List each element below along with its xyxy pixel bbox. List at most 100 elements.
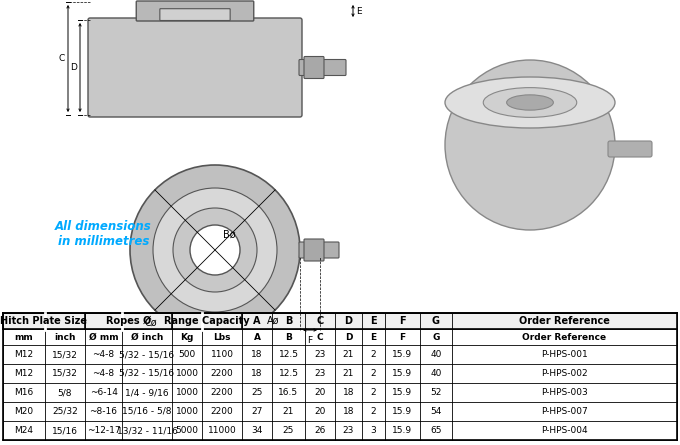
Circle shape <box>153 188 277 312</box>
Text: 18: 18 <box>343 388 354 397</box>
Text: 12.5: 12.5 <box>279 369 299 378</box>
Text: E: E <box>356 7 362 16</box>
Text: 25/32: 25/32 <box>52 407 78 416</box>
Text: 15/16 - 5/8: 15/16 - 5/8 <box>122 407 172 416</box>
Text: ~8-16: ~8-16 <box>90 407 118 416</box>
Text: B: B <box>285 332 292 341</box>
Text: ~4-8: ~4-8 <box>92 369 114 378</box>
Text: 23: 23 <box>314 369 326 378</box>
Text: 2200: 2200 <box>211 388 233 397</box>
Text: M24: M24 <box>14 426 33 435</box>
Text: F: F <box>399 332 405 341</box>
Text: 65: 65 <box>430 426 442 435</box>
Text: 52: 52 <box>430 388 442 397</box>
Text: P-HPS-001: P-HPS-001 <box>541 350 588 359</box>
Text: 40: 40 <box>430 350 442 359</box>
Text: 18: 18 <box>251 350 262 359</box>
Text: 1000: 1000 <box>175 369 199 378</box>
Text: 1000: 1000 <box>175 407 199 416</box>
Text: A: A <box>254 332 260 341</box>
Text: Aø: Aø <box>267 316 279 326</box>
Text: Range Capacity: Range Capacity <box>164 316 250 326</box>
Bar <box>3 313 677 440</box>
Text: 5000: 5000 <box>175 426 199 435</box>
Text: 15/32: 15/32 <box>52 369 78 378</box>
Text: Order Reference: Order Reference <box>519 316 610 326</box>
Text: Hitch Plate Size: Hitch Plate Size <box>1 316 88 326</box>
Text: 25: 25 <box>283 426 294 435</box>
Text: 5/32 - 15/16: 5/32 - 15/16 <box>120 350 175 359</box>
Text: P-HPS-007: P-HPS-007 <box>541 407 588 416</box>
Text: 15/16: 15/16 <box>52 426 78 435</box>
Text: 34: 34 <box>252 426 262 435</box>
Text: Cø: Cø <box>144 317 157 328</box>
Text: 25: 25 <box>252 388 262 397</box>
Text: 1000: 1000 <box>175 388 199 397</box>
FancyBboxPatch shape <box>160 9 230 20</box>
Text: 15.9: 15.9 <box>392 407 413 416</box>
Text: 20: 20 <box>314 407 326 416</box>
Text: 27: 27 <box>252 407 262 416</box>
Text: 21: 21 <box>283 407 294 416</box>
Text: 26: 26 <box>314 426 326 435</box>
FancyBboxPatch shape <box>304 239 324 261</box>
Text: D: D <box>345 332 352 341</box>
Text: 20: 20 <box>314 388 326 397</box>
Text: 21: 21 <box>343 369 354 378</box>
Text: 1/4 - 9/16: 1/4 - 9/16 <box>125 388 169 397</box>
Text: inch: inch <box>54 332 75 341</box>
Text: F: F <box>399 316 406 326</box>
Text: E: E <box>371 332 377 341</box>
Text: 23: 23 <box>343 426 354 435</box>
FancyBboxPatch shape <box>88 18 302 117</box>
Text: 54: 54 <box>430 407 442 416</box>
Text: C: C <box>316 316 324 326</box>
Text: B: B <box>285 316 292 326</box>
Text: ~4-8: ~4-8 <box>92 350 114 359</box>
Text: 15.9: 15.9 <box>392 388 413 397</box>
Text: G: G <box>432 332 440 341</box>
Text: Order Reference: Order Reference <box>522 332 607 341</box>
Text: D: D <box>70 63 77 72</box>
Text: 18: 18 <box>251 369 262 378</box>
Text: G: G <box>432 316 440 326</box>
Text: 12.5: 12.5 <box>279 350 299 359</box>
Ellipse shape <box>483 88 577 117</box>
Text: 5/32 - 15/16: 5/32 - 15/16 <box>120 369 175 378</box>
Text: P-HPS-004: P-HPS-004 <box>541 426 588 435</box>
Text: 2: 2 <box>371 407 376 416</box>
Text: M12: M12 <box>14 350 33 359</box>
Text: D: D <box>345 316 352 326</box>
Text: P-HPS-002: P-HPS-002 <box>541 369 588 378</box>
Text: 5/8: 5/8 <box>58 388 72 397</box>
Text: 16.5: 16.5 <box>278 388 299 397</box>
Text: 18: 18 <box>343 407 354 416</box>
Text: 15.9: 15.9 <box>392 369 413 378</box>
FancyBboxPatch shape <box>136 1 254 21</box>
Text: 15.9: 15.9 <box>392 350 413 359</box>
Text: E: E <box>370 316 377 326</box>
Ellipse shape <box>507 95 554 110</box>
Circle shape <box>445 60 615 230</box>
Text: 15/32: 15/32 <box>52 350 78 359</box>
Text: 2200: 2200 <box>211 369 233 378</box>
FancyBboxPatch shape <box>299 242 339 258</box>
Text: ~12-17: ~12-17 <box>86 426 120 435</box>
Text: 23: 23 <box>314 350 326 359</box>
Text: C: C <box>317 332 323 341</box>
Text: Lbs: Lbs <box>214 332 231 341</box>
Circle shape <box>173 208 257 292</box>
Text: 2: 2 <box>371 388 376 397</box>
FancyBboxPatch shape <box>299 60 346 76</box>
Text: M12: M12 <box>14 369 33 378</box>
Text: 2200: 2200 <box>211 407 233 416</box>
Text: Kg: Kg <box>180 332 194 341</box>
Text: C: C <box>58 54 65 63</box>
Text: Bø: Bø <box>223 230 236 240</box>
Text: 13/32 - 11/16: 13/32 - 11/16 <box>116 426 177 435</box>
Text: Ø inch: Ø inch <box>131 332 163 341</box>
Text: A: A <box>253 316 260 326</box>
Bar <box>3 313 677 329</box>
Text: 3: 3 <box>371 426 376 435</box>
Text: M20: M20 <box>14 407 33 416</box>
